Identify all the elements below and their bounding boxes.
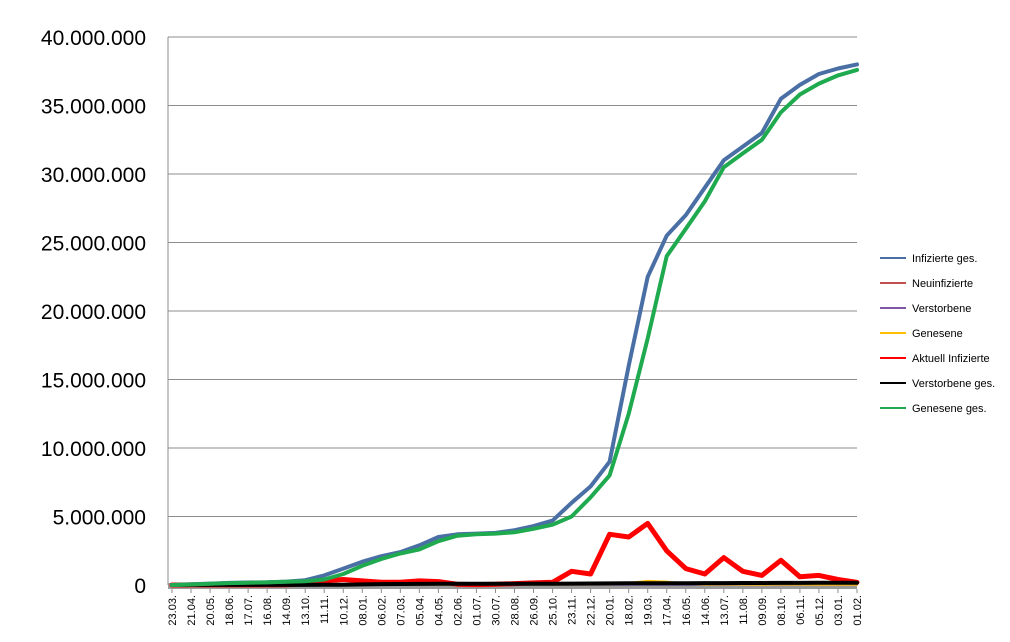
legend-entry: Genesene — [912, 328, 963, 340]
x-tick-label: 23.11. — [567, 595, 579, 625]
x-tick-label: 30.07. — [490, 595, 502, 626]
x-tick-label: 11.08. — [738, 595, 750, 625]
x-tick-label: 13.10. — [300, 595, 312, 626]
legend-entry: Aktuell Infizierte — [912, 353, 990, 365]
x-axis: 23.03. 21.04. 20.05. 18.06. 17.07. 16.08. 14.0… — [167, 583, 864, 626]
x-tick-label: 10.12. — [338, 595, 350, 626]
x-tick-label: 06.11. — [795, 595, 807, 625]
x-tick-label: 05.04. — [414, 595, 426, 626]
x-tick-label: 17.04. — [662, 595, 674, 626]
y-tick-label: 35.000.000 — [41, 96, 146, 119]
x-tick-label: 07.03. — [395, 595, 407, 626]
x-tick-label: 19.03. — [643, 595, 655, 626]
y-tick-label: 5.000.000 — [53, 507, 146, 530]
series-line-genesene-ges- — [170, 67, 859, 587]
x-tick-label: 25.10. — [548, 595, 560, 626]
y-tick-label: 10.000.000 — [41, 438, 146, 461]
x-tick-label: 13.07. — [719, 595, 731, 626]
x-tick-label: 14.09. — [281, 595, 293, 626]
y-tick-label: 15.000.000 — [41, 370, 146, 393]
x-tick-label: 05.12. — [814, 595, 826, 626]
x-tick-label: 08.10. — [776, 595, 788, 626]
x-tick-label: 26.09. — [529, 595, 541, 626]
x-tick-label: 04.05. — [433, 595, 445, 626]
x-tick-label: 01.02. — [852, 595, 864, 626]
series-line-infizierte-ges- — [170, 62, 859, 587]
y-axis: 0 5.000.000 10.000.000 15.000.000 20.000.000… — [41, 27, 169, 598]
x-tick-label: 14.06. — [700, 595, 712, 626]
x-tick-label: 18.06. — [224, 595, 236, 626]
series-lines — [169, 62, 860, 588]
x-tick-label: 21.04. — [186, 595, 198, 626]
gridlines — [168, 36, 857, 517]
legend-entry: Neuinfizierte — [912, 278, 973, 290]
x-tick-label: 09.09. — [757, 595, 769, 626]
x-tick-label: 16.08. — [262, 595, 274, 626]
legend-entry: Verstorbene ges. — [912, 378, 995, 390]
legend-entry: Infizierte ges. — [912, 253, 977, 265]
x-tick-label: 01.07. — [471, 595, 483, 626]
series-line-verstorbene-ges- — [170, 580, 859, 587]
legend-entry: Genesene ges. — [912, 403, 987, 415]
x-tick-label: 23.03. — [167, 595, 179, 626]
x-tick-label: 11.11. — [319, 595, 331, 624]
legend-entry: Verstorbene — [912, 303, 971, 315]
y-tick-label: 25.000.000 — [41, 233, 146, 256]
x-tick-label: 18.02. — [624, 595, 636, 626]
x-tick-label: 28.08. — [510, 595, 522, 626]
x-tick-label: 20.01. — [605, 595, 617, 626]
x-tick-label: 20.05. — [205, 595, 217, 626]
x-tick-label: 06.02. — [376, 595, 388, 626]
x-tick-label: 22.12. — [586, 595, 598, 626]
x-tick-label: 03.01. — [833, 595, 845, 626]
y-tick-label: 30.000.000 — [41, 164, 146, 187]
y-tick-label: 0 — [134, 575, 146, 598]
y-tick-label: 40.000.000 — [41, 27, 146, 50]
legend: Infizierte ges. Neuinfizierte Verstorbene G… — [880, 253, 995, 415]
x-tick-label: 16.05. — [681, 595, 693, 626]
x-tick-label: 08.01. — [357, 595, 369, 626]
y-tick-label: 20.000.000 — [41, 301, 146, 324]
x-tick-label: 02.06. — [452, 595, 464, 626]
x-tick-label: 17.07. — [243, 595, 255, 626]
